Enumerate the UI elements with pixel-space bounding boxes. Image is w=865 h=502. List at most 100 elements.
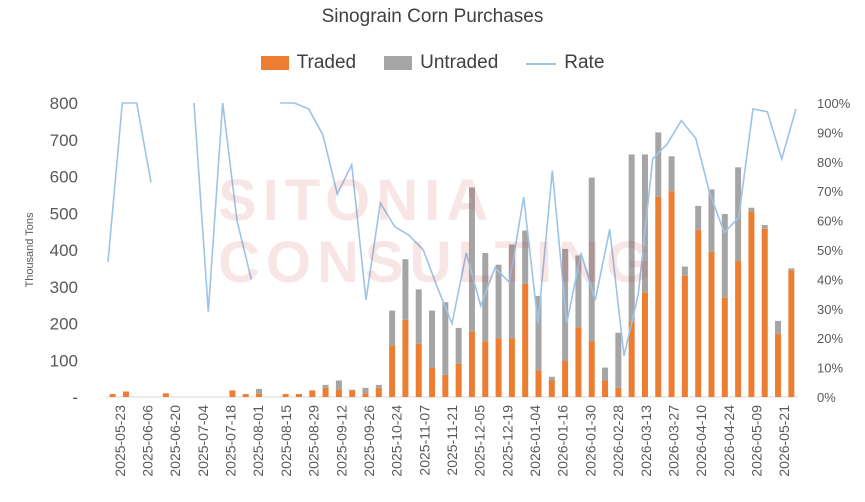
bar-untraded [389,310,396,346]
bar-traded [282,394,289,397]
bar-traded [508,338,515,397]
bar-traded [588,341,595,397]
bar-untraded [588,177,595,342]
bar-traded [295,394,302,397]
x-tick-label: 2026-04-10 [693,405,709,477]
bar-traded [668,191,675,397]
y-tick-label: 700 [50,131,78,150]
chart-title: Sinograin Corn Purchases [321,6,544,27]
bar-untraded [522,230,529,284]
bar-traded [562,360,569,397]
y2-tick-label: 40% [817,272,843,287]
x-tick-label: 2026-01-16 [555,405,571,477]
y2-tick-label: 100% [817,96,851,111]
bar-untraded [695,205,702,230]
legend-label-untraded: Untraded [420,52,499,73]
bar-traded [615,387,622,397]
y2-tick-label: 50% [817,243,843,258]
x-tick-label: 2026-05-21 [776,405,792,477]
bar-traded [735,261,742,397]
bar-traded [708,251,715,397]
bar-untraded [708,189,715,252]
bar-traded [775,333,782,397]
y2-tick-label: 30% [817,302,843,317]
bar-untraded [482,252,489,342]
bar-untraded [375,384,382,388]
bar-traded [455,363,462,397]
bar-traded [442,374,449,397]
bar-traded [468,331,475,397]
bar-untraded [335,380,342,390]
bar-untraded [322,384,329,388]
bar-traded [695,229,702,397]
bar-untraded [548,376,555,381]
bar-traded [335,389,342,397]
bar-traded [162,393,169,397]
bar-untraded [402,259,409,320]
bar-untraded [442,302,449,375]
bar-traded [761,228,768,397]
bar-untraded [761,225,768,229]
bar-traded [602,380,609,397]
bar-traded [721,297,728,397]
y-tick-label: 100 [50,351,78,370]
y-tick-label: 800 [50,94,78,113]
bar-traded [309,390,316,397]
rate-line [193,102,253,312]
bar-traded [548,380,555,397]
bar-untraded [495,264,502,339]
bar-untraded [256,388,263,394]
bar-untraded [655,132,662,197]
bar-traded [322,387,329,397]
bar-traded [641,292,648,397]
bar-untraded [721,213,728,298]
bar-untraded [362,387,369,394]
x-tick-label: 2025-09-12 [333,405,349,477]
legend-swatch-traded [260,56,289,70]
bar-traded [362,393,369,397]
y2-tick-label: 10% [817,361,843,376]
bar-traded [482,341,489,397]
bar-traded [495,338,502,397]
bar-untraded [455,327,462,364]
x-tick-label: 2025-06-20 [167,405,183,477]
bar-untraded [468,187,475,332]
bar-untraded [775,320,782,334]
bar-traded [575,327,582,397]
x-tick-label: 2026-01-30 [582,405,598,477]
x-tick-label: 2025-06-06 [140,405,156,477]
bar-traded [402,319,409,397]
bar-traded [535,370,542,397]
legend-swatch-untraded [384,56,413,70]
y-axis-label: Thousand Tons [24,212,36,288]
y2-tick-label: 0% [817,390,836,405]
bar-untraded [535,295,542,371]
legend: Traded Untraded Rate [0,52,865,74]
bar-traded [229,390,236,397]
bar-untraded [641,154,648,293]
x-tick-label: 2025-12-19 [499,405,515,477]
y-tick-label: 300 [50,278,78,297]
x-tick-label: 2025-08-29 [306,405,322,477]
bar-untraded [681,266,688,276]
y2-tick-label: 20% [817,331,843,346]
y2-tick-label: 90% [817,125,843,140]
rate-line [107,102,152,262]
bar-traded [522,283,529,397]
y-tick-label: - [72,388,78,407]
bar-traded [109,394,116,397]
x-tick-label: 2025-08-01 [250,405,266,477]
bar-traded [256,393,263,397]
legend-label-rate: Rate [564,52,605,73]
bar-traded [748,211,755,397]
bar-untraded [575,255,582,328]
x-tick-label: 2025-09-26 [361,405,377,477]
bar-traded [681,275,688,397]
bar-traded [375,387,382,397]
bar-traded [389,345,396,397]
bar-untraded [602,367,609,381]
rate-line [280,102,797,356]
y2-tick-label: 60% [817,214,843,229]
bar-traded [122,391,129,397]
